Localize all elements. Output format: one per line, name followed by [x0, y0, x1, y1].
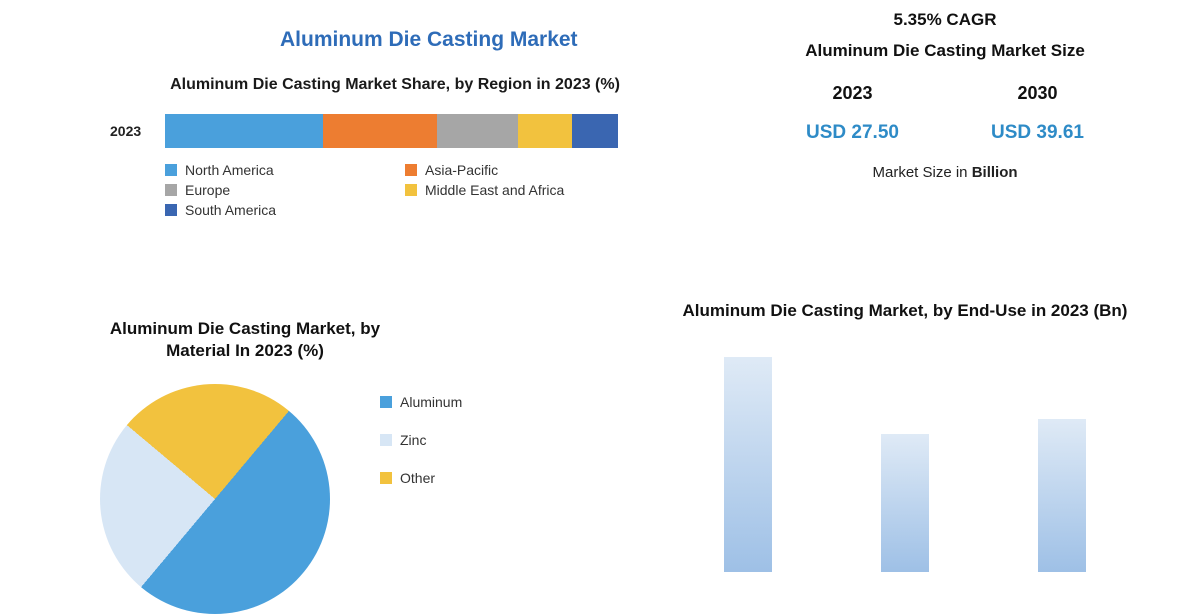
legend-label: Middle East and Africa — [425, 182, 564, 198]
region-bar-gap — [618, 114, 635, 148]
legend-label: North America — [185, 162, 274, 178]
legend-item: Europe — [165, 182, 405, 198]
enduse-bar — [881, 434, 929, 572]
market-size-panel: 5.35% CAGR Aluminum Die Casting Market S… — [760, 10, 1130, 181]
legend-swatch — [380, 472, 392, 484]
pie-legend: Aluminum Zinc Other — [380, 394, 462, 614]
region-segment — [518, 114, 572, 148]
region-stacked-bar — [165, 114, 635, 148]
pie-wrap: Aluminum Zinc Other — [80, 384, 640, 614]
legend-label: South America — [185, 202, 276, 218]
size-unit-prefix: Market Size in — [872, 164, 971, 181]
region-year-label: 2023 — [110, 123, 165, 139]
enduse-bar — [1038, 419, 1086, 572]
cagr-text: 5.35% CAGR — [760, 10, 1130, 30]
legend-swatch — [405, 184, 417, 196]
region-chart-title: Aluminum Die Casting Market Share, by Re… — [110, 75, 680, 96]
legend-swatch — [380, 434, 392, 446]
region-legend: North America Asia-Pacific Europe Middle Ea… — [165, 162, 655, 222]
legend-item: South America — [165, 202, 405, 218]
legend-label: Aluminum — [400, 394, 462, 410]
market-size-unit: Market Size in Billion — [760, 164, 1130, 181]
size-year-0: 2023 — [832, 83, 872, 104]
region-segment — [323, 114, 436, 148]
market-size-title: Aluminum Die Casting Market Size — [760, 40, 1130, 63]
legend-swatch — [165, 204, 177, 216]
legend-label: Other — [400, 470, 435, 486]
material-pie-chart: Aluminum Die Casting Market, by Material… — [80, 318, 640, 614]
size-value-0: USD 27.50 — [806, 122, 899, 144]
enduse-bars-area — [640, 342, 1170, 572]
legend-swatch — [405, 164, 417, 176]
page-title: Aluminum Die Casting Market — [280, 28, 578, 52]
legend-swatch — [380, 396, 392, 408]
region-segment — [572, 114, 617, 148]
size-value-1: USD 39.61 — [991, 122, 1084, 144]
market-size-years: 2023 2030 — [760, 83, 1130, 104]
legend-item: North America — [165, 162, 405, 178]
region-segment — [437, 114, 518, 148]
legend-item: Asia-Pacific — [405, 162, 645, 178]
region-bar-row: 2023 — [110, 114, 680, 148]
pie-graphic — [100, 384, 330, 614]
size-year-1: 2030 — [1017, 83, 1057, 104]
legend-swatch — [165, 184, 177, 196]
legend-label: Asia-Pacific — [425, 162, 498, 178]
legend-item: Other — [380, 470, 462, 486]
legend-label: Europe — [185, 182, 230, 198]
pie-chart-title: Aluminum Die Casting Market, by Material… — [80, 318, 410, 362]
legend-item: Middle East and Africa — [405, 182, 645, 198]
market-size-values: USD 27.50 USD 39.61 — [760, 122, 1130, 144]
legend-item: Aluminum — [380, 394, 462, 410]
size-unit-bold: Billion — [972, 164, 1018, 181]
enduse-bar — [724, 357, 772, 572]
legend-item: Zinc — [380, 432, 462, 448]
region-chart: Aluminum Die Casting Market Share, by Re… — [110, 75, 680, 222]
enduse-bar-chart: Aluminum Die Casting Market, by End-Use … — [640, 300, 1170, 572]
region-segment — [165, 114, 323, 148]
legend-swatch — [165, 164, 177, 176]
legend-label: Zinc — [400, 432, 426, 448]
enduse-chart-title: Aluminum Die Casting Market, by End-Use … — [640, 300, 1170, 322]
